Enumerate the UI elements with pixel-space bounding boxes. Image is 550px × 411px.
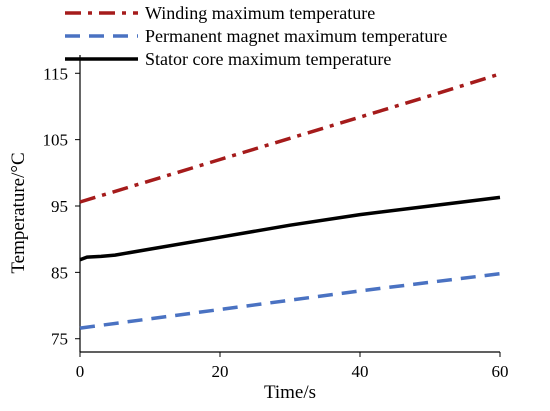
series-line-2 bbox=[79, 271, 501, 330]
ticks: 0 20 40 60 75 85 95 105 115 bbox=[43, 64, 509, 381]
legend-label-3: Stator core maximum temperature bbox=[145, 49, 391, 69]
y-tick-label: 105 bbox=[43, 131, 69, 150]
legend: Winding maximum temperature Permanent mag… bbox=[65, 3, 447, 69]
series-line-1 bbox=[79, 72, 501, 204]
y-tick-label: 95 bbox=[51, 197, 68, 216]
x-tick-label: 0 bbox=[76, 362, 85, 381]
series-lines bbox=[79, 72, 501, 330]
legend-label-1: Winding maximum temperature bbox=[145, 3, 375, 23]
x-tick-label: 20 bbox=[212, 362, 229, 381]
x-tick-label: 60 bbox=[492, 362, 509, 381]
axes bbox=[79, 55, 500, 353]
legend-label-2: Permanent magnet maximum temperature bbox=[145, 26, 447, 46]
x-tick-label: 40 bbox=[352, 362, 369, 381]
y-tick-label: 85 bbox=[51, 263, 68, 282]
series-line-3 bbox=[79, 195, 501, 262]
x-axis-title: Time/s bbox=[264, 382, 316, 403]
y-tick-label: 75 bbox=[51, 330, 68, 349]
y-axis-title: Temperature/°C bbox=[8, 152, 29, 273]
y-tick-label: 115 bbox=[43, 64, 68, 83]
